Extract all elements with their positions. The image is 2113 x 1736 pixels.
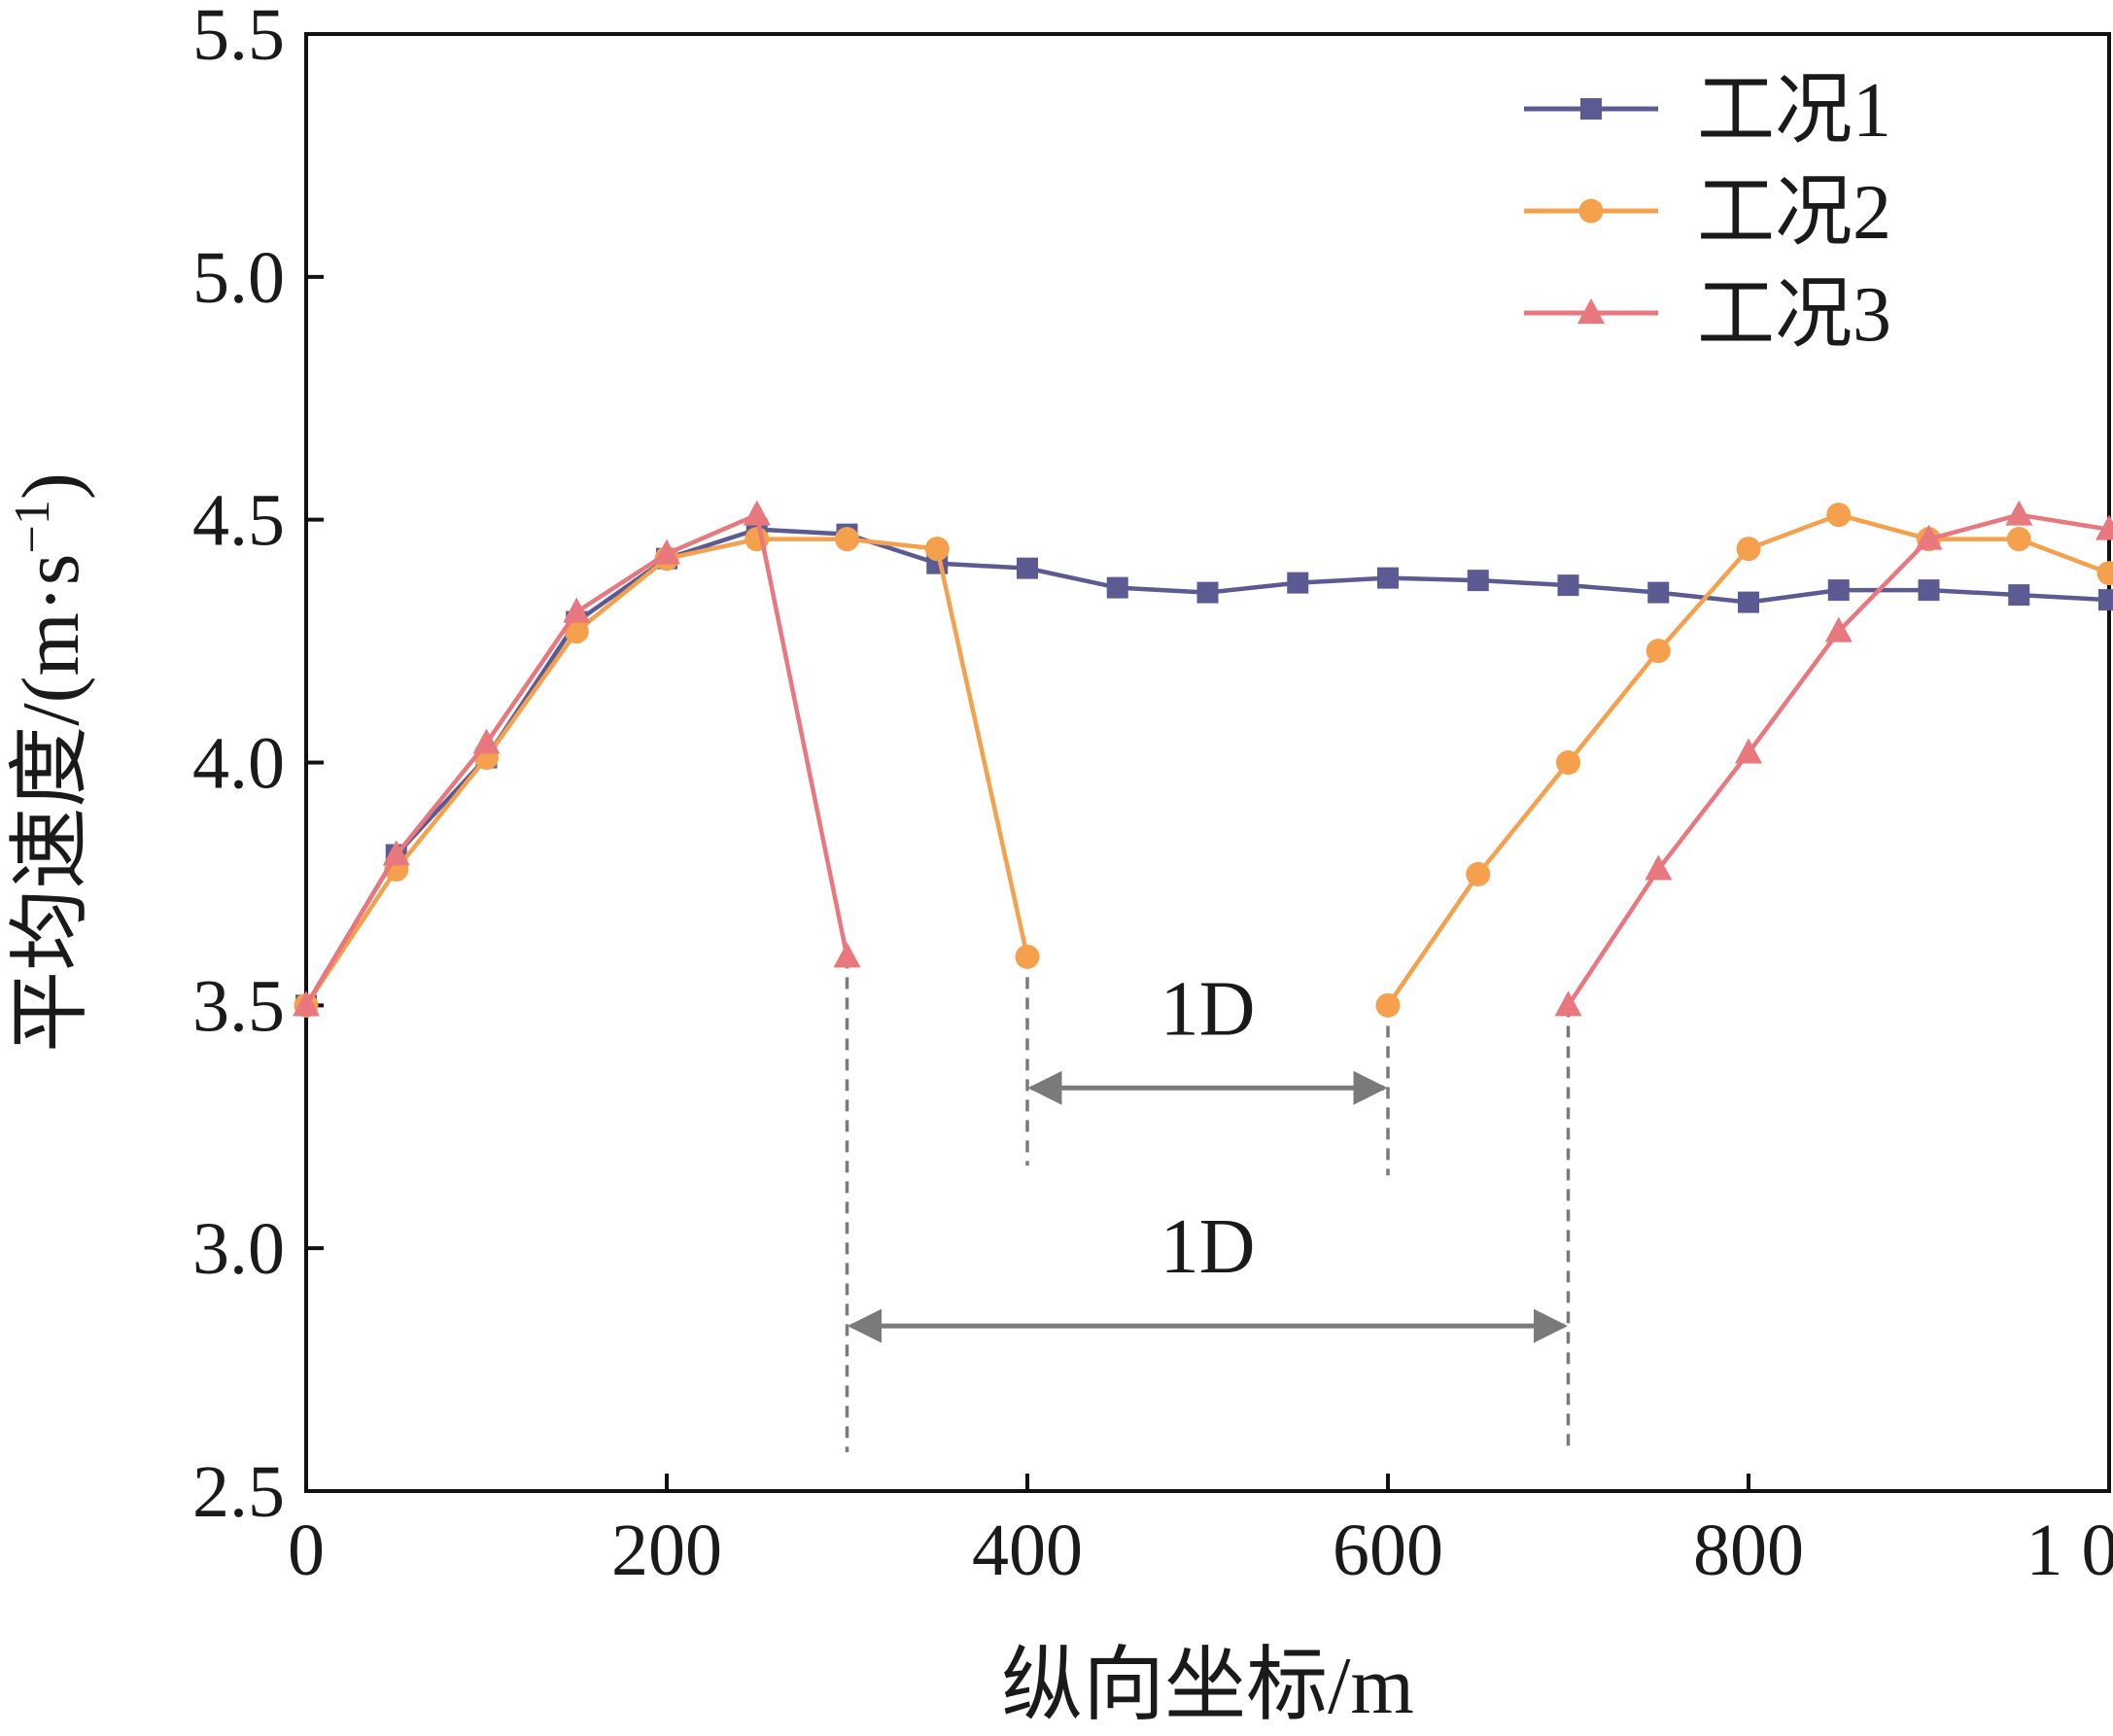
data-point: [1375, 992, 1401, 1018]
data-point: [2006, 527, 2031, 552]
data-point: [1017, 557, 1038, 579]
y-tick-label: 4.5: [192, 480, 285, 562]
data-point: [1647, 581, 1670, 604]
span-annotations: 1D 1D: [845, 956, 1571, 1453]
y-axis-title: 平均速度/(m·s−1): [5, 472, 96, 1053]
axes: 0 200 400 600 800 1 000 2.5 3.0 3.5 4.0 4.5 5.0 5.5 纵…: [5, 0, 2113, 1731]
y-tick-label: 5.0: [192, 237, 285, 319]
data-point: [1827, 579, 1850, 602]
data-point: [1915, 524, 1943, 550]
y-tick-label: 4.0: [192, 723, 285, 805]
x-tick-label: 1 000: [2026, 1510, 2113, 1591]
data-point: [1106, 576, 1128, 599]
data-point: [653, 538, 680, 565]
legend-marker: [1578, 198, 1604, 224]
data-point: [1918, 579, 1940, 602]
legend-entry-3: 工况3: [1524, 272, 1891, 358]
data-point: [1196, 581, 1219, 604]
series-1: [295, 518, 2113, 1017]
data-point: [1735, 738, 1762, 764]
x-tick-label: 0: [288, 1510, 325, 1591]
x-tick-label: 400: [972, 1510, 1083, 1591]
y-tick-label: 3.0: [192, 1208, 285, 1290]
y-tick-label: 5.5: [192, 0, 285, 76]
x-axis-title: 纵向坐标/m: [1001, 1641, 1414, 1731]
series-line: [304, 537, 1030, 1007]
data-point: [1645, 639, 1671, 664]
data-point: [1467, 570, 1489, 592]
data-point: [564, 619, 589, 644]
y-axis-title-exponent: −1: [5, 500, 60, 553]
legend-label: 工况1: [1697, 68, 1891, 154]
data-point: [1015, 944, 1040, 969]
data-point: [1287, 572, 1309, 594]
data-point: [1377, 567, 1399, 589]
x-tick-label: 200: [611, 1510, 722, 1591]
data-point: [563, 597, 591, 623]
y-tick-label: 2.5: [192, 1451, 285, 1533]
series-lines: [293, 500, 2113, 1018]
data-point: [382, 840, 410, 866]
data-point: [1824, 616, 1853, 642]
data-point: [2008, 584, 2030, 607]
data-point: [472, 728, 501, 754]
span-annotation-1: 1D: [1025, 956, 1390, 1176]
span-annotation-2: 1D: [845, 956, 1571, 1453]
data-point: [1466, 861, 1491, 886]
x-tick-label: 600: [1333, 1510, 1443, 1591]
data-point: [1826, 503, 1852, 528]
span-label: 1D: [1160, 1204, 1256, 1290]
data-point: [1557, 574, 1579, 597]
data-point: [2098, 589, 2113, 611]
y-axis-title-close: ): [6, 472, 96, 500]
data-point: [743, 500, 771, 526]
series-3: [293, 500, 2113, 1017]
series-line: [304, 512, 849, 1007]
legend: 工况1 工况2 工况3: [1524, 68, 1891, 358]
data-point: [1736, 537, 1761, 562]
data-point: [1556, 750, 1580, 775]
data-point: [2005, 500, 2033, 526]
data-point: [924, 537, 950, 562]
y-tick-label: 3.5: [192, 965, 285, 1047]
span-label: 1D: [1160, 966, 1256, 1052]
data-point: [1738, 591, 1759, 613]
x-tick-label: 800: [1693, 1510, 1804, 1591]
legend-label: 工况2: [1697, 170, 1891, 256]
y-axis-title-main: 平均速度/(m·s: [6, 554, 96, 1053]
data-point: [835, 527, 859, 552]
legend-label: 工况3: [1697, 272, 1891, 358]
legend-marker: [1580, 98, 1602, 120]
legend-entry-1: 工况1: [1524, 68, 1891, 154]
data-point: [1554, 990, 1582, 1017]
legend-entry-2: 工况2: [1524, 170, 1891, 256]
legend-marker: [1577, 298, 1605, 324]
data-point: [2096, 561, 2113, 586]
data-point: [1645, 854, 1673, 881]
data-point: [2096, 514, 2113, 540]
data-point: [293, 990, 320, 1017]
data-point: [833, 942, 861, 968]
